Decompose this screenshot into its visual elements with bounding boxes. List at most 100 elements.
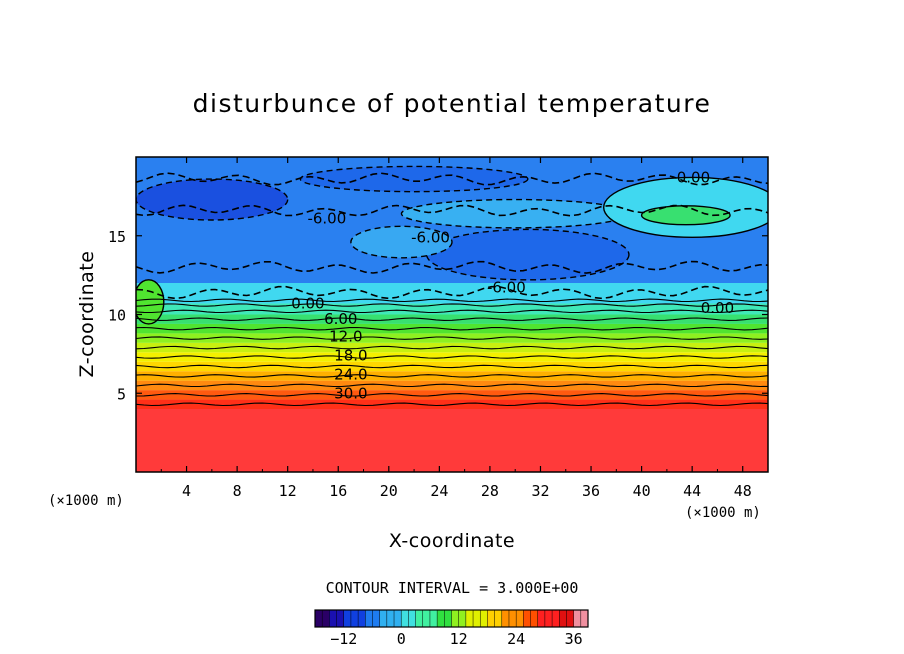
contour-line-4 (136, 364, 768, 369)
contour-band-0 (136, 409, 768, 472)
contour-cell-1 (299, 165, 529, 193)
x-tick-label-0: 4 (182, 482, 191, 500)
contour-band-11 (136, 303, 768, 315)
contour-band-8 (136, 333, 768, 343)
colorbar-swatch (350, 610, 359, 627)
x-tick-label-1: 8 (233, 482, 242, 500)
x-tick-label-11: 48 (734, 482, 752, 500)
contour-label-1: 24.0 (334, 365, 367, 383)
contour-label-5: 0.00 (291, 294, 324, 312)
contour-interval-note: CONTOUR INTERVAL = 3.000E+00 (326, 579, 579, 597)
contour-line-14 (136, 260, 768, 274)
y-tick-label-2: 15 (108, 228, 126, 246)
colorbar-swatch (401, 610, 409, 627)
contour-label-10: 0.00 (677, 168, 710, 186)
colorbar-swatch (566, 610, 575, 627)
contour-cell-7 (136, 279, 165, 325)
contour-line-1 (136, 393, 768, 397)
contour-label-7: -6.00 (487, 279, 526, 297)
colorbar-tick-label-3: 24 (507, 630, 525, 648)
contour-label-4: 6.00 (324, 310, 357, 328)
colorbar-tick-label-1: 0 (397, 630, 406, 648)
contour-cell-5 (640, 205, 731, 226)
contour-line-0 (136, 402, 768, 407)
colorbar-swatch (444, 610, 452, 627)
colorbar-frame (314, 609, 589, 628)
x-tick-label-7: 32 (531, 482, 549, 500)
contour-band-7 (136, 342, 768, 353)
contour-cell-2 (426, 228, 630, 281)
colorbar-tick-label-0: −12 (330, 630, 357, 648)
contour-band-2 (136, 390, 768, 400)
contour-label-6: 0.00 (701, 299, 734, 317)
colorbar-tick-label-2: 12 (450, 630, 468, 648)
colorbar-swatch (508, 610, 517, 627)
colorbar-swatch (394, 610, 402, 627)
contour-line-8 (136, 326, 768, 331)
colorbar-swatch (552, 610, 560, 627)
colorbar-swatch (473, 610, 481, 627)
colorbar-swatch (487, 610, 496, 627)
colorbar-swatch (437, 610, 445, 627)
colorbar-swatch (386, 610, 395, 627)
y-tick-label-0: 5 (117, 385, 126, 403)
y-axis-label: Z-coordinate (76, 251, 98, 378)
colorbar-swatch (480, 610, 488, 627)
colorbar-swatch (329, 610, 338, 627)
colorbar-swatch (365, 610, 373, 627)
contour-line-2 (136, 383, 768, 388)
contour-line-9 (136, 317, 768, 321)
contour-line-12 (136, 298, 768, 303)
colorbar-swatch (580, 610, 589, 627)
contour-band-3 (136, 380, 768, 391)
contour-cell-0 (136, 178, 289, 221)
colorbar-swatch (315, 610, 323, 627)
contour-line-16 (136, 172, 768, 186)
contour-line-11 (136, 303, 768, 307)
colorbar-tick-label-4: 36 (565, 630, 583, 648)
colorbar-swatch (429, 610, 438, 627)
contour-cell-6 (350, 225, 453, 259)
colorbar-swatch (530, 610, 539, 627)
x-tick-label-9: 40 (633, 482, 651, 500)
x-tick-label-6: 28 (481, 482, 499, 500)
colorbar-swatch (458, 610, 467, 627)
colorbar-swatch (343, 610, 352, 627)
contour-band-10 (136, 314, 768, 324)
contour-band-4 (136, 371, 768, 381)
contour-line-5 (136, 355, 768, 359)
contour-band-12 (136, 283, 768, 304)
contour-label-3: 12.0 (329, 328, 362, 346)
chart-title: disturbunce of potential temperature (193, 89, 712, 118)
contour-line-13 (136, 285, 768, 300)
x-unit-right: (×1000 m) (685, 505, 761, 521)
colorbar-swatch (451, 610, 460, 627)
colorbar-swatch (537, 610, 546, 627)
colorbar-swatch (465, 610, 474, 627)
x-tick-label-3: 16 (329, 482, 347, 500)
contour-band-9 (136, 323, 768, 334)
contour-line-6 (136, 345, 768, 350)
colorbar-swatch (422, 610, 431, 627)
colorbar-swatch (559, 610, 567, 627)
contour-band-5 (136, 361, 768, 372)
x-tick-label-10: 44 (683, 482, 701, 500)
colorbar-swatch (379, 610, 388, 627)
contour-label-8: -6.00 (411, 228, 450, 246)
colorbar-swatch (358, 610, 366, 627)
colorbar: −12 0 12 24 36 (314, 609, 589, 648)
colorbar-swatch (523, 610, 532, 627)
x-tick-label-2: 12 (279, 482, 297, 500)
x-tick-label-4: 20 (380, 482, 398, 500)
contour-line-7 (136, 336, 768, 340)
colorbar-swatch (322, 610, 330, 627)
colorbar-swatch (501, 610, 510, 627)
colorbar-swatch (494, 610, 503, 627)
plot-area: 30.024.018.012.06.000.00 0.00-6.00-6.00-6… (108, 156, 769, 500)
x-tick-label-8: 36 (582, 482, 600, 500)
colorbar-swatch (372, 610, 381, 627)
x-tick-label-5: 24 (430, 482, 448, 500)
contour-line-3 (136, 374, 768, 378)
colorbar-swatch (516, 610, 524, 627)
